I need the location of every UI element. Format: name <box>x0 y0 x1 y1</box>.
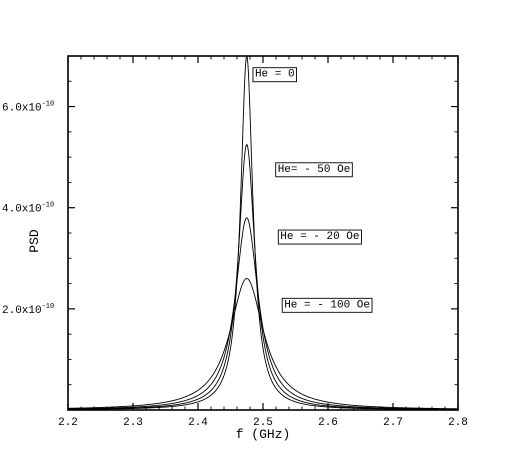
annotation-label-2: He= - 50 Oe <box>275 162 353 178</box>
psd-curve-1 <box>68 55 458 411</box>
psd-curve-2 <box>67 143 459 410</box>
y-tick-label: 6.0x10-10 <box>2 101 54 115</box>
x-tick-label: 2.6 <box>318 417 338 429</box>
x-tick-label: 2.8 <box>448 417 468 429</box>
y-tick-mantissa: 2.0x10 <box>2 305 42 317</box>
psd-curve-3 <box>68 217 458 410</box>
annotation-text: He = - 100 Oe <box>284 299 370 311</box>
annotations: He = 0 He= - 50 Oe He = - 20 Oe He = - 100 … <box>252 67 373 313</box>
annotation-label-4: He = - 100 Oe <box>281 297 373 313</box>
x-tick-label: 2.4 <box>188 417 208 429</box>
annotation-box <box>277 229 362 245</box>
y-tick-exponent: -10 <box>42 202 55 210</box>
plot-frame <box>67 55 459 411</box>
annotation-label-1: He = 0 <box>252 67 298 83</box>
annotation-label-3: He = - 20 Oe <box>277 229 362 245</box>
psd-curve-4 <box>67 278 459 410</box>
y-tick-labels: 2.0x10-104.0x10-106.0x10-10 <box>2 101 54 317</box>
x-tick-label: 2.7 <box>383 417 403 429</box>
x-axis-title: f (GHz) <box>236 427 291 442</box>
annotation-text: He = 0 <box>255 69 295 81</box>
x-tick-label: 2.2 <box>58 417 78 429</box>
annotation-text: He = - 20 Oe <box>280 231 359 243</box>
ticks <box>67 56 459 410</box>
x-tick-label: 2.5 <box>253 417 273 429</box>
y-axis-title: PSD <box>27 229 42 253</box>
y-tick-mantissa: 6.0x10 <box>2 103 42 115</box>
annotation-box <box>252 67 298 83</box>
y-tick-label: 4.0x10-10 <box>2 202 54 216</box>
y-tick-mantissa: 4.0x10 <box>2 204 42 216</box>
x-tick-labels: 2.2 2.3 2.4 2.5 2.6 2.7 2.8 <box>58 417 468 429</box>
curves <box>67 55 459 411</box>
y-tick-exponent: -10 <box>42 303 55 311</box>
y-tick-exponent: -10 <box>42 101 55 109</box>
annotation-box <box>275 162 353 178</box>
y-tick-label: 2.0x10-10 <box>2 303 54 317</box>
x-tick-label: 2.3 <box>123 417 143 429</box>
annotation-text: He= - 50 Oe <box>278 164 351 176</box>
annotation-box <box>281 297 373 313</box>
